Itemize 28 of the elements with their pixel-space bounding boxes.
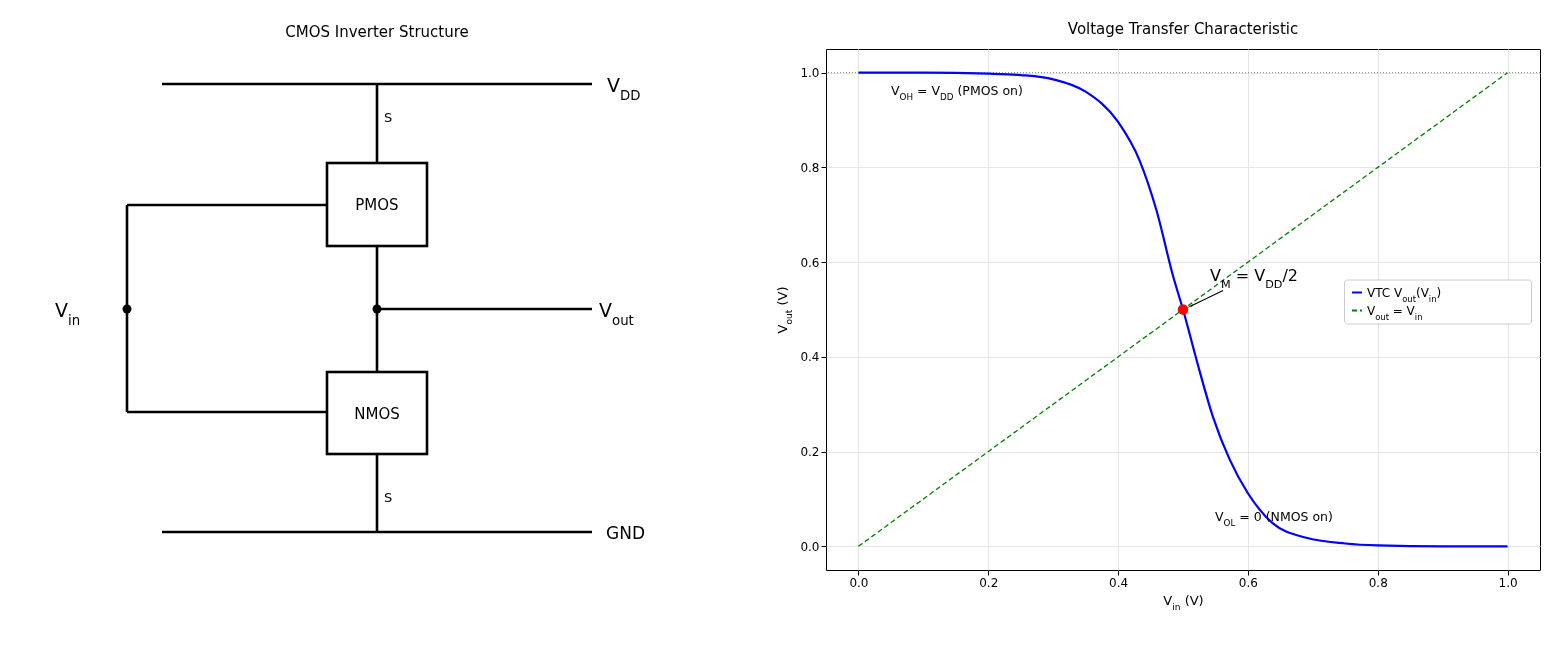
text: V$_{in}$ [55, 299, 81, 328]
annotation: V$_{OH}$ = V$_{DD}$ (PMOS on) [891, 83, 1023, 102]
legend-label: V$_{out}$ = V$_{in}$ [1367, 303, 1423, 322]
text: V$_{out}$ [599, 299, 634, 328]
text: NMOS [354, 405, 400, 423]
annotation: V$_{M}$ = V$_{DD}$/2 [1210, 265, 1298, 290]
text: GND [606, 523, 645, 543]
chart-title: Voltage Transfer Characteristic [1067, 20, 1299, 38]
text: PMOS [355, 196, 399, 214]
y-tick-label: 0.4 [800, 350, 820, 365]
x-tick-label: 0.2 [979, 575, 999, 590]
text: S [384, 490, 393, 505]
text: S [384, 110, 393, 125]
y-tick-label: 0.8 [800, 160, 820, 175]
text: CMOS Inverter Structure [285, 23, 469, 41]
text: V$_{DD}$ [607, 74, 641, 103]
y-tick-label: 0.0 [800, 539, 820, 554]
y-tick-label: 0.2 [800, 445, 820, 460]
y-tick-label: 0.6 [800, 255, 820, 270]
x-tick-label: 0.4 [1109, 575, 1129, 590]
x-tick-label: 0.8 [1368, 575, 1388, 590]
x-tick-label: 0.6 [1238, 575, 1258, 590]
x-axis-title: V$_{in}$ (V) [1163, 592, 1204, 612]
x-tick-label: 0.0 [849, 575, 869, 590]
y-tick-label: 1.0 [800, 66, 820, 81]
legend-label: VTC V$_{out}$(V$_{in}$) [1367, 285, 1442, 304]
annotation: V$_{OL}$ = 0 (NMOS on) [1215, 509, 1333, 528]
x-tick-label: 1.0 [1498, 575, 1518, 590]
